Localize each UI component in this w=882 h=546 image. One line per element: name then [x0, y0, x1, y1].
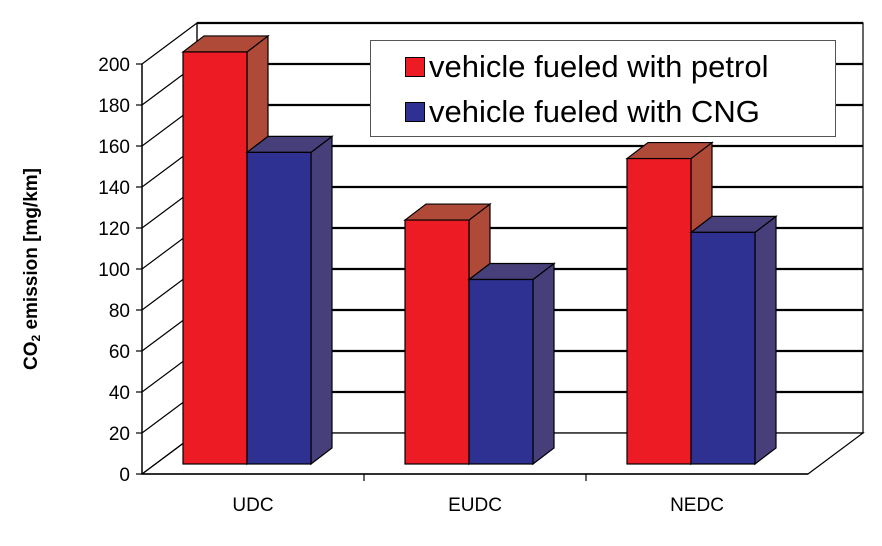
y-tick-label: 180	[98, 96, 130, 117]
bar-front-1-1	[468, 278, 534, 465]
y-tick-label: 100	[98, 260, 130, 281]
y-tick-label: 200	[98, 55, 130, 76]
bar-front-2-1	[690, 231, 756, 465]
y-tick-label: 40	[109, 383, 130, 404]
legend-label-petrol: vehicle fueled with petrol	[429, 49, 769, 84]
bar-front-0-1	[246, 151, 312, 465]
bar-side-1-1	[532, 262, 555, 466]
y-tick-label: 140	[98, 178, 130, 199]
legend-label-cng: vehicle fueled with CNG	[429, 94, 760, 129]
y-tick-label: 120	[98, 219, 130, 240]
bars	[181, 34, 778, 466]
x-tick-label: NEDC	[670, 495, 724, 516]
bar-front-1-0	[404, 219, 470, 465]
legend-swatch-petrol	[405, 57, 425, 77]
bar-front-0-0	[182, 51, 248, 465]
bar-front-2-0	[626, 157, 692, 465]
legend-item-cng: vehicle fueled with CNG	[405, 92, 760, 132]
y-tick-label: 20	[109, 424, 130, 445]
bar-side-0-1	[310, 135, 333, 466]
y-axis-label: CO2 emission [mg/km]	[21, 168, 43, 371]
legend-item-petrol: vehicle fueled with petrol	[405, 47, 768, 87]
x-tick-label: EUDC	[448, 495, 502, 516]
y-tick-label: 60	[109, 342, 130, 363]
bar-side-2-1	[754, 215, 777, 466]
x-tick-label: UDC	[232, 495, 273, 516]
legend: vehicle fueled with petrol vehicle fuele…	[370, 40, 836, 137]
side-gridline	[141, 22, 198, 65]
legend-swatch-cng	[405, 102, 425, 122]
tick-labels: 0 20 40 60 80 100 120 140 160 180 200 UDC EUDC NEDC	[98, 55, 724, 516]
y-tick-label: 0	[119, 465, 130, 486]
y-tick-label: 80	[109, 301, 130, 322]
y-tick-label: 160	[98, 137, 130, 158]
